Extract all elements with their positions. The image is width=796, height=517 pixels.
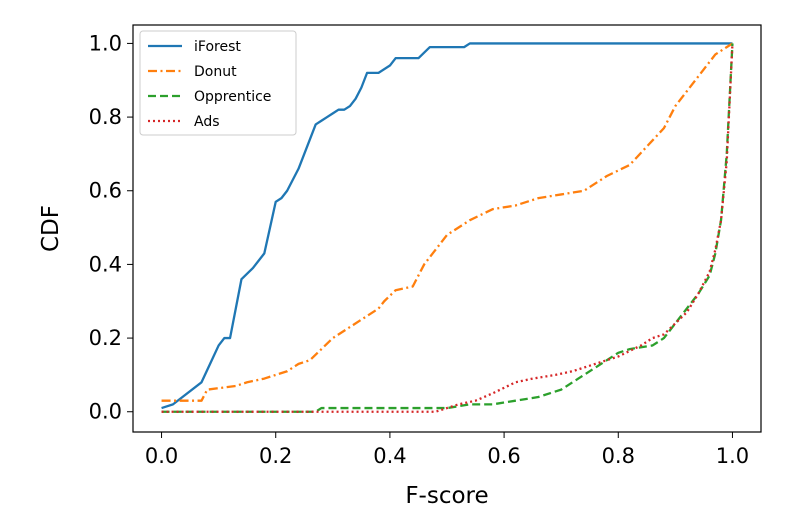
y-axis-label: CDF	[38, 205, 64, 252]
x-axis-label: F-score	[405, 483, 488, 509]
y-tick-label: 0.0	[89, 400, 122, 424]
x-tick-label: 0.6	[487, 444, 520, 468]
series-line-donut	[161, 42, 734, 402]
x-tick-label: 1.0	[716, 444, 749, 468]
y-tick-label: 0.2	[89, 326, 122, 350]
plot-area-frame	[132, 24, 762, 433]
y-axis-ticks: 0.0 0.2 0.4 0.6 0.8 1.0	[89, 31, 133, 424]
series-line-opprentice	[161, 43, 734, 413]
x-tick-label: 0.2	[259, 444, 292, 468]
legend: iForest Donut Opprentice Ads	[139, 30, 297, 136]
series-line-iforest	[161, 42, 733, 410]
y-tick-label: 0.8	[89, 105, 122, 129]
y-tick-label: 1.0	[89, 31, 122, 55]
series-layer	[161, 42, 734, 413]
y-tick-label: 0.4	[89, 252, 122, 276]
x-tick-label: 0.8	[602, 444, 635, 468]
legend-label-iforest: iForest	[194, 39, 241, 55]
y-tick-label: 0.6	[89, 179, 122, 203]
legend-frame	[139, 30, 297, 136]
x-axis-ticks: 0.0 0.2 0.4 0.6 0.8 1.0	[145, 432, 749, 468]
legend-label-ads: Ads	[194, 114, 220, 130]
legend-label-donut: Donut	[194, 64, 237, 80]
series-line-ads	[161, 43, 734, 413]
legend-label-opprentice: Opprentice	[194, 89, 271, 105]
x-tick-label: 0.0	[145, 444, 178, 468]
x-tick-label: 0.4	[373, 444, 406, 468]
